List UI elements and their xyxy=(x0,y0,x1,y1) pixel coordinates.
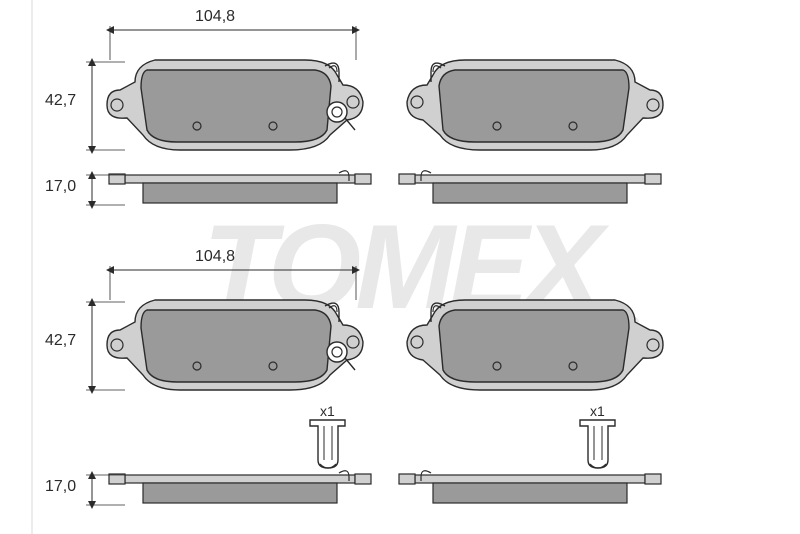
pad-bottom-left xyxy=(107,300,363,390)
dim-thick-top: 17,0 xyxy=(45,178,76,196)
dim-height-top: 42,7 xyxy=(45,92,76,110)
clip-left xyxy=(310,420,345,468)
dim-height-bottom: 42,7 xyxy=(45,332,76,350)
drawing-svg xyxy=(0,0,800,534)
clip-right xyxy=(580,420,615,468)
side-top-left xyxy=(109,171,371,203)
dim-thick-bottom: 17,0 xyxy=(45,478,76,496)
pad-top-left xyxy=(107,60,363,150)
pad-top-right xyxy=(407,60,663,150)
dim-width-bottom: 104,8 xyxy=(195,248,235,266)
qty-clip-left: x1 xyxy=(320,403,335,419)
pad-bottom-right xyxy=(407,300,663,390)
dim-width-top: 104,8 xyxy=(195,8,235,26)
side-bottom-right xyxy=(399,471,661,503)
side-top-right xyxy=(399,171,661,203)
side-bottom-left xyxy=(109,471,371,503)
technical-drawing: 104,8 42,7 17,0 104,8 42,7 17,0 x1 x1 xyxy=(0,0,800,534)
qty-clip-right: x1 xyxy=(590,403,605,419)
